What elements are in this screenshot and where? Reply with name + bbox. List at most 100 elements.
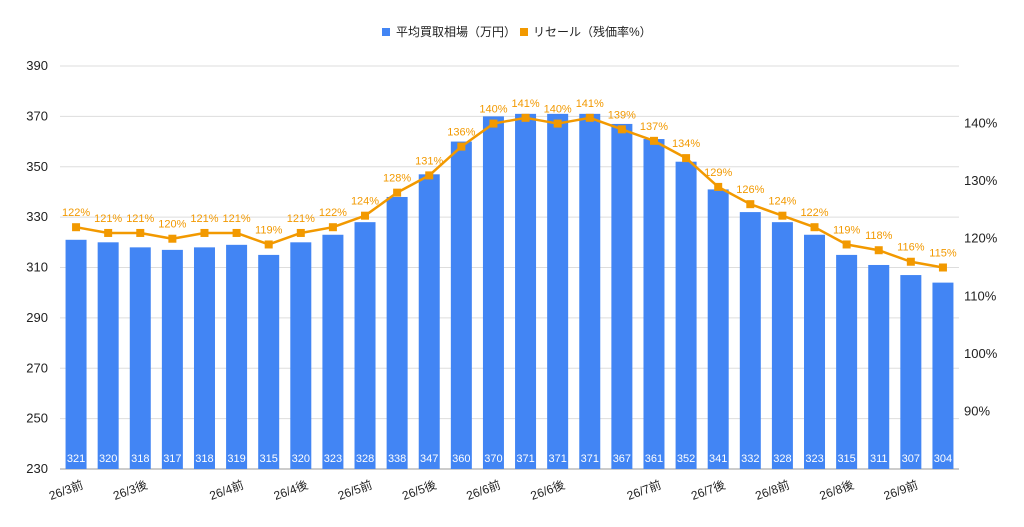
y-left-tick-label: 310 (26, 260, 48, 275)
line-value-label: 141% (576, 98, 604, 110)
bar (290, 242, 312, 469)
bar (932, 282, 954, 469)
line-value-label: 122% (319, 207, 347, 219)
bar (868, 264, 890, 469)
line-point (521, 113, 530, 122)
bar-value-label: 367 (613, 453, 631, 465)
x-tick-label: 26/4後 (272, 478, 310, 503)
bar (547, 113, 569, 469)
y-right-tick-label: 120% (964, 231, 998, 246)
bar-value-label: 323 (805, 453, 823, 465)
x-tick-label: 26/7前 (625, 477, 663, 503)
line-point (328, 223, 337, 232)
bar-value-label: 341 (709, 453, 727, 465)
line-point (361, 211, 370, 220)
line-point (906, 257, 915, 266)
bar-value-label: 332 (741, 453, 759, 465)
bar (579, 113, 601, 469)
bar (65, 239, 87, 469)
line-point (617, 125, 626, 134)
y-right-tick-label: 90% (964, 403, 990, 418)
line-value-label: 137% (640, 121, 668, 133)
bar (771, 222, 793, 469)
line-point (72, 223, 81, 232)
line-point (489, 119, 498, 128)
line-value-label: 134% (672, 138, 700, 150)
bar (129, 247, 151, 469)
x-axis: 26/3前 26/3後 26/4前 26/4後 26/5前 26/5後 26/6前 26/6後… (47, 477, 920, 503)
bar-value-label: 347 (420, 453, 438, 465)
bar-value-label: 361 (645, 453, 663, 465)
x-tick-label: 26/6前 (464, 477, 502, 503)
bar (515, 113, 537, 469)
line-value-label: 119% (255, 224, 283, 236)
y-left-tick-label: 270 (26, 360, 48, 375)
y-left-tick-label: 390 (26, 58, 48, 73)
line-point (874, 246, 883, 255)
bar-series (65, 113, 954, 470)
x-tick-label: 26/7後 (689, 478, 727, 503)
bar-value-label: 318 (131, 453, 149, 465)
bar-value-label: 307 (902, 453, 920, 465)
line-series (72, 113, 947, 272)
bar-value-label: 317 (163, 453, 181, 465)
bar (193, 247, 215, 469)
line-value-label: 121% (223, 213, 251, 225)
y-right-tick-label: 130% (964, 173, 998, 188)
line-point (232, 228, 241, 237)
line-point (810, 223, 819, 232)
bar-value-label: 328 (356, 453, 374, 465)
line-value-label: 121% (287, 213, 315, 225)
bar-value-labels: 321 320 318 317 318 319 315 320 323 328 338 347 360 3… (67, 453, 952, 465)
x-tick-label: 26/9前 (882, 477, 920, 503)
line-point (585, 113, 594, 122)
legend-line-swatch (520, 28, 528, 36)
bar (804, 234, 826, 469)
bar (386, 196, 408, 469)
line-value-label: 128% (383, 173, 411, 185)
y-left-tick-label: 350 (26, 159, 48, 174)
y-left-tick-label: 290 (26, 310, 48, 325)
bar-value-label: 315 (837, 453, 855, 465)
bar (900, 275, 922, 469)
bar (482, 116, 504, 469)
line-point (842, 240, 851, 249)
bar-value-label: 352 (677, 453, 695, 465)
line-point (168, 234, 177, 243)
line-value-label: 131% (415, 155, 443, 167)
line-point (104, 228, 113, 237)
line-value-label: 121% (190, 213, 218, 225)
line-point (553, 119, 562, 128)
bar (322, 234, 344, 469)
bar-value-label: 360 (452, 453, 470, 465)
line-point (714, 182, 723, 191)
bar (226, 244, 248, 469)
bar (97, 242, 119, 469)
legend-bar-label: 平均買取相場（万円） (396, 25, 516, 39)
line-value-label: 121% (126, 213, 154, 225)
line-value-label: 124% (351, 196, 379, 208)
line-point (746, 200, 755, 209)
x-tick-label: 26/8後 (818, 478, 856, 503)
legend: 平均買取相場（万円） リセール（残価率%） (382, 24, 652, 39)
line-value-label: 129% (704, 167, 732, 179)
line-value-label: 140% (544, 104, 572, 116)
line-value-label: 119% (833, 224, 861, 236)
y-left-tick-label: 230 (26, 461, 48, 476)
y-left-tick-label: 250 (26, 411, 48, 426)
bar-value-label: 320 (292, 453, 310, 465)
line-point (938, 263, 947, 272)
line-point (682, 154, 691, 163)
bar (161, 249, 183, 469)
line-value-label: 126% (736, 184, 764, 196)
line-point (649, 136, 658, 145)
line-point (778, 211, 787, 220)
bar-value-label: 319 (227, 453, 245, 465)
bar-value-label: 304 (934, 453, 952, 465)
y-right-tick-label: 110% (964, 288, 997, 303)
line-value-labels: 122% 121% 121% 120% 121% 121% 119% 121% 122% 124%… (62, 98, 957, 260)
line-value-label: 124% (768, 196, 796, 208)
line-point (457, 142, 466, 151)
bar-value-label: 338 (388, 453, 406, 465)
